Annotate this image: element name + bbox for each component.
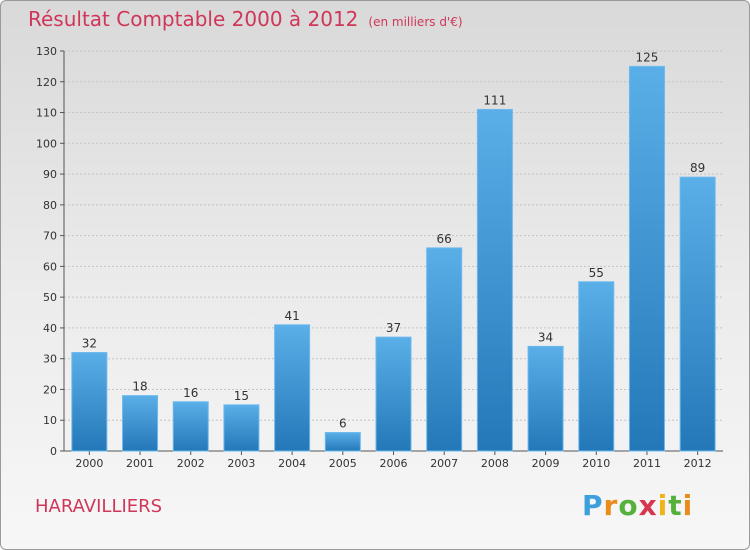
chart-unit: (en milliers d'€) <box>368 15 463 29</box>
x-tick-label-2005: 2005 <box>329 457 357 470</box>
value-label-2012: 89 <box>690 161 705 175</box>
value-label-2009: 34 <box>538 330 553 344</box>
bar-2005 <box>324 432 361 452</box>
bar-2004 <box>274 324 311 452</box>
x-tick-label-2004: 2004 <box>278 457 306 470</box>
labels: 0 10 20 30 40 50 60 70 80 90 100 110 120 130 32 2000 18 2… <box>36 45 712 470</box>
y-tick-label: 50 <box>43 291 57 304</box>
value-label-2001: 18 <box>132 380 147 394</box>
value-label-2010: 55 <box>589 266 604 280</box>
value-label-2002: 16 <box>183 386 198 400</box>
value-label-2008: 111 <box>483 93 506 107</box>
bar-2003 <box>223 404 260 452</box>
x-tick-label-2002: 2002 <box>177 457 205 470</box>
x-tick-label-2009: 2009 <box>532 457 560 470</box>
y-tick-label: 20 <box>43 383 57 396</box>
y-tick-label: 60 <box>43 260 57 273</box>
y-tick-label: 40 <box>43 322 57 335</box>
bar-2002 <box>172 401 209 452</box>
proxiti-logo: Proxiti <box>582 489 694 522</box>
bar-2011 <box>628 65 665 452</box>
bar-2012 <box>679 176 716 452</box>
chart-title: Résultat Comptable 2000 à 2012 (en millie… <box>28 7 463 31</box>
y-tick-label: 100 <box>36 137 57 150</box>
value-label-2005: 6 <box>339 417 347 431</box>
chart-title-text: Résultat Comptable 2000 à 2012 <box>28 7 359 31</box>
value-label-2000: 32 <box>82 337 97 351</box>
value-label-2011: 125 <box>636 50 659 64</box>
bar-2000 <box>71 352 108 452</box>
y-tick-label: 110 <box>36 107 57 120</box>
x-tick-label-2006: 2006 <box>380 457 408 470</box>
x-tick-label-2007: 2007 <box>430 457 458 470</box>
y-tick-label: 0 <box>50 445 57 458</box>
bar-2007 <box>426 247 463 452</box>
bar-2008 <box>476 108 513 452</box>
y-tick-label: 10 <box>43 414 57 427</box>
x-tick-label-2001: 2001 <box>126 457 154 470</box>
bars <box>71 65 716 452</box>
y-tick-label: 80 <box>43 199 57 212</box>
x-tick-label-2003: 2003 <box>227 457 255 470</box>
y-tick-label: 120 <box>36 76 57 89</box>
x-tick-label-2011: 2011 <box>633 457 661 470</box>
bar-2001 <box>122 395 159 452</box>
value-label-2006: 37 <box>386 321 401 335</box>
bar-2009 <box>527 345 564 452</box>
y-tick-label: 70 <box>43 230 57 243</box>
x-tick-label-2012: 2012 <box>684 457 712 470</box>
value-label-2004: 41 <box>284 309 299 323</box>
x-tick-label-2008: 2008 <box>481 457 509 470</box>
y-tick-label: 30 <box>43 353 57 366</box>
commune-name: HARAVILLIERS <box>35 496 163 517</box>
y-tick-label: 130 <box>36 45 57 58</box>
x-tick-label-2000: 2000 <box>75 457 103 470</box>
value-label-2007: 66 <box>437 232 452 246</box>
y-tick-label: 90 <box>43 168 57 181</box>
x-tick-label-2010: 2010 <box>582 457 610 470</box>
bar-2010 <box>578 281 615 452</box>
value-label-2003: 15 <box>234 389 249 403</box>
bar-2006 <box>375 336 412 452</box>
